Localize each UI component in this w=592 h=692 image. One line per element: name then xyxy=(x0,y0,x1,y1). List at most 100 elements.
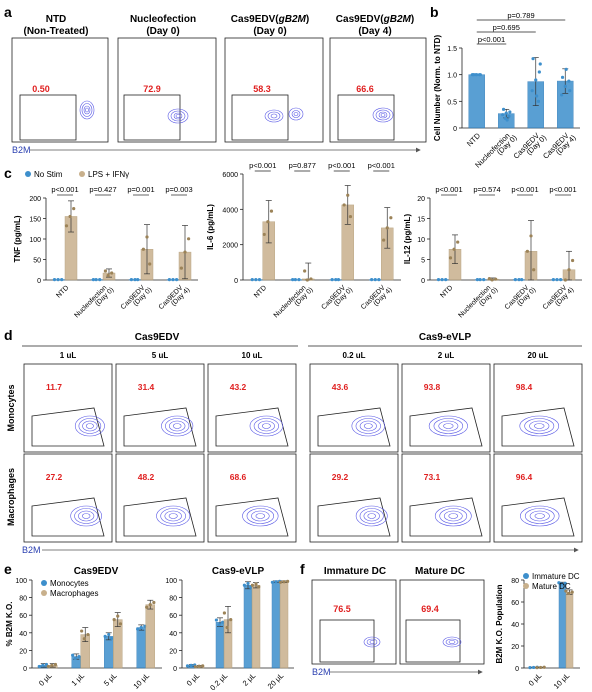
gate xyxy=(123,94,181,141)
gate xyxy=(123,497,197,537)
p-value: p=0.574 xyxy=(473,185,500,194)
gate-value-cas9edv-day4: 66.6 xyxy=(356,84,374,94)
contour-line xyxy=(359,420,377,432)
data-point xyxy=(444,277,448,282)
data-point xyxy=(513,277,518,282)
flow-plot-frame xyxy=(493,363,583,453)
b2m-axis-label-d: B2M xyxy=(22,545,41,555)
y-tick-label: 0 xyxy=(515,666,519,673)
data-point xyxy=(46,664,50,669)
data-point xyxy=(257,278,262,282)
contour-line xyxy=(438,420,459,432)
flow-plot-frame xyxy=(115,453,205,543)
panel-a: NTD (Non-Treated) 0.50 Nucleofection (Da… xyxy=(11,14,427,155)
data-point xyxy=(103,269,107,273)
data-point xyxy=(266,220,270,224)
data-point xyxy=(373,278,377,282)
gate xyxy=(31,497,105,537)
y-axis-label: B2M K.O. Population xyxy=(495,584,504,663)
x-tick-label: 0 μL xyxy=(37,671,54,688)
data-point xyxy=(567,591,571,596)
y-tick-label: 150 xyxy=(29,217,41,224)
x-tick-label: 0.2 μL xyxy=(208,671,229,692)
data-point xyxy=(250,583,254,587)
data-point xyxy=(167,277,171,282)
flow-title-nucleofection: Nucleofection xyxy=(130,14,196,25)
flow-subtitle-ntd: (Non-Treated) xyxy=(24,26,89,37)
data-point xyxy=(508,110,512,114)
data-point xyxy=(305,278,309,282)
legend-label-mature-dc: Mature DC xyxy=(532,582,571,591)
panel-label-a: a xyxy=(4,4,12,20)
data-point xyxy=(282,580,286,584)
contour-line xyxy=(524,418,555,434)
data-point xyxy=(106,273,110,278)
group-title-cas9evlp: Cas9-eVLP xyxy=(419,332,472,343)
data-point xyxy=(568,89,572,93)
y-tick-label: 40 xyxy=(511,622,519,629)
y-tick-label: 100 xyxy=(15,578,27,585)
y-tick-label: 5 xyxy=(421,258,425,265)
gate xyxy=(215,407,289,447)
data-point xyxy=(52,277,57,282)
contour-line xyxy=(164,510,182,522)
dose-label: 20 uL xyxy=(528,351,549,360)
y-tick-label: 0.5 xyxy=(447,99,457,106)
data-point xyxy=(560,582,564,586)
flow-plot-frame xyxy=(309,363,399,453)
data-point xyxy=(107,632,111,637)
p-value: p<0.001 xyxy=(328,161,355,170)
gate xyxy=(337,94,395,141)
data-point xyxy=(525,249,530,253)
contour-line xyxy=(363,423,373,429)
contour-line xyxy=(534,423,545,429)
flow-plot-cas9edv-day0: Cas9EDV(gB2M) (Day 0) 58.3 xyxy=(224,14,324,143)
gate-value: 11.7 xyxy=(46,382,62,392)
y-tick-label: 80 xyxy=(169,596,177,603)
y-tick-label: 20 xyxy=(19,648,27,655)
data-point xyxy=(563,84,567,88)
gate-value: 31.4 xyxy=(138,382,155,392)
contour-line xyxy=(351,415,386,437)
data-point xyxy=(520,277,524,282)
data-point xyxy=(145,605,149,609)
gate xyxy=(215,497,289,537)
contour-line xyxy=(529,420,550,432)
data-point xyxy=(531,57,535,61)
flow-title-immature-dc: Immature DC xyxy=(324,566,386,577)
p-value: p<0.001 xyxy=(368,161,395,170)
data-point xyxy=(214,618,218,622)
contour-line xyxy=(78,510,95,522)
data-point xyxy=(482,277,486,282)
data-point xyxy=(448,256,453,260)
contour-line xyxy=(363,510,380,522)
y-tick-label: 20 xyxy=(169,648,177,655)
data-point xyxy=(377,278,381,282)
data-point xyxy=(440,277,444,282)
dose-label: 1 uL xyxy=(60,351,77,360)
flow-title-ntd: NTD xyxy=(46,14,67,25)
data-point xyxy=(72,207,76,211)
flow-plot-frame xyxy=(401,453,491,543)
data-point xyxy=(563,581,567,585)
gate xyxy=(405,619,461,663)
contour-line xyxy=(249,415,284,437)
data-point xyxy=(201,664,205,668)
gate xyxy=(409,497,483,537)
p-value: p<0.001 xyxy=(51,185,78,194)
y-tick-label: 60 xyxy=(511,600,519,607)
chart-e-left-title: Cas9EDV xyxy=(74,566,119,577)
data-point xyxy=(77,654,81,659)
bar xyxy=(136,627,146,669)
data-point xyxy=(528,666,532,670)
data-point xyxy=(532,665,536,670)
contour-line xyxy=(434,505,472,527)
data-point xyxy=(56,277,60,282)
flow-plot-frame xyxy=(207,453,297,543)
bar xyxy=(565,591,574,669)
data-point xyxy=(534,78,538,82)
flow-plot-ntd: NTD (Non-Treated) 0.50 xyxy=(11,14,109,143)
data-point xyxy=(254,278,258,282)
data-point xyxy=(567,79,571,83)
data-point xyxy=(303,269,307,273)
